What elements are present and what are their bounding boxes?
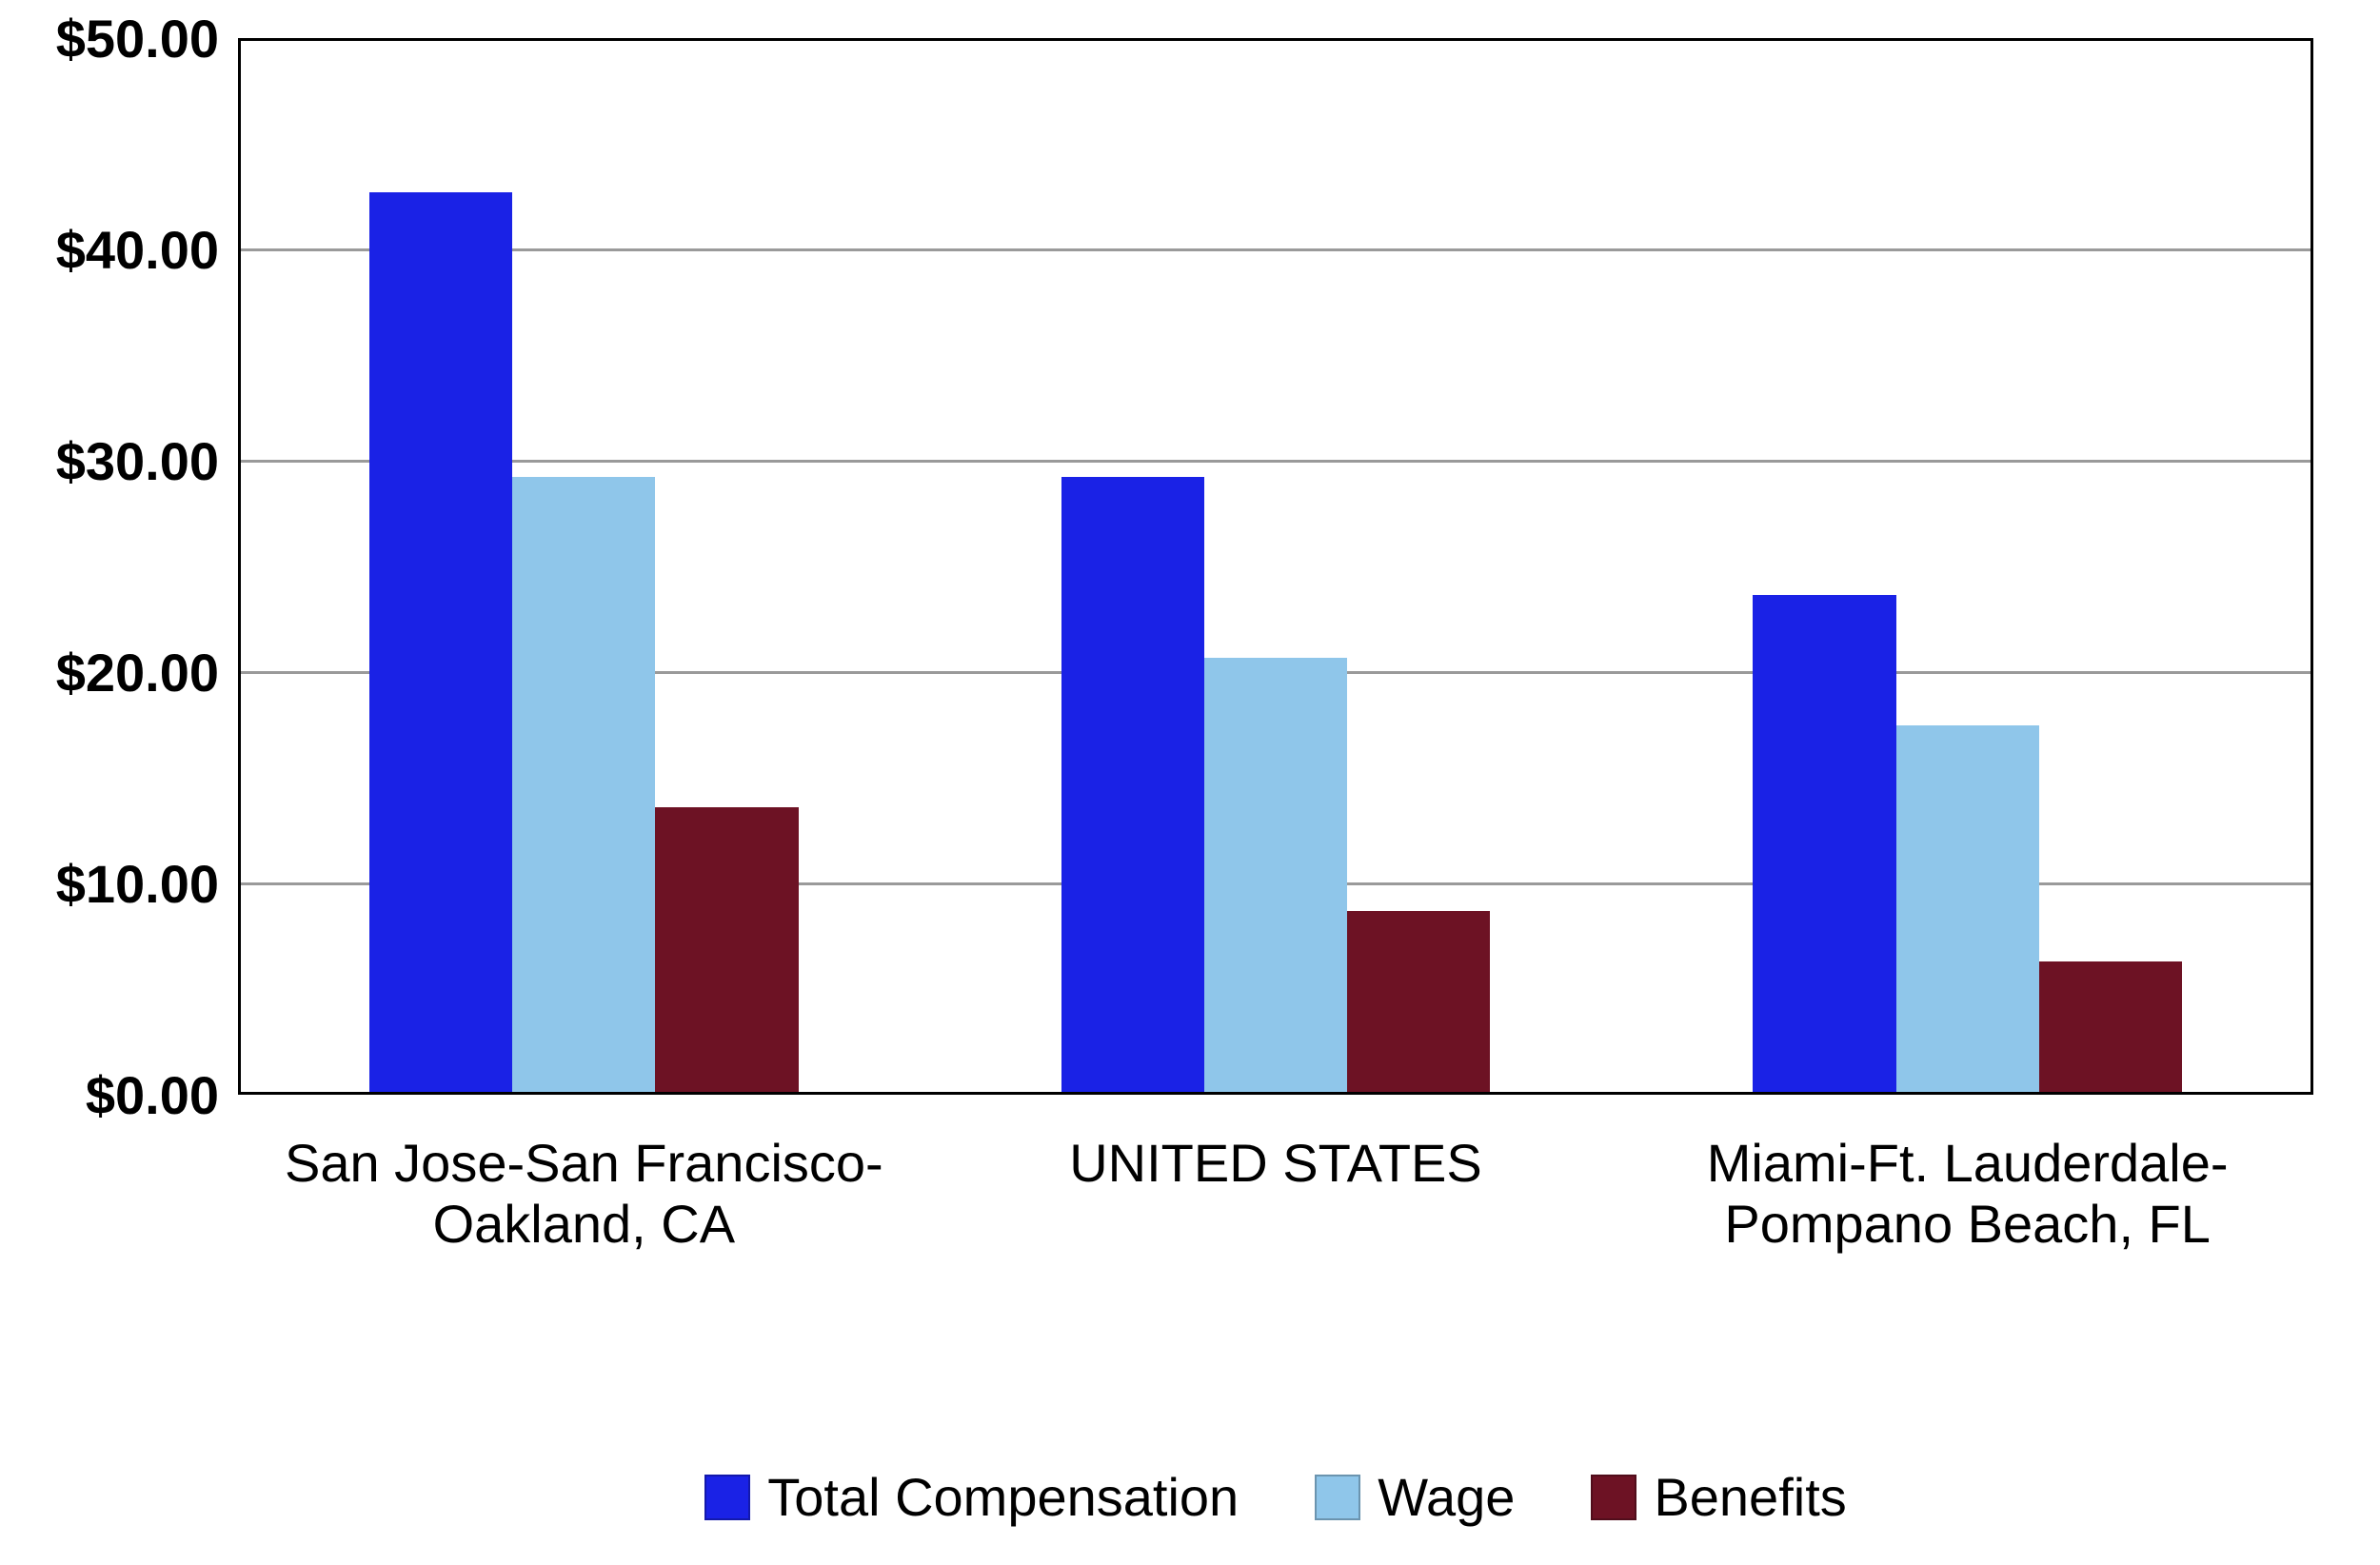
x-tick-label: San Jose-San Francisco-Oakland, CA: [238, 1133, 930, 1256]
legend-label: Total Compensation: [767, 1466, 1239, 1528]
bar: [1204, 658, 1347, 1092]
bar: [1753, 595, 1895, 1093]
x-tick-label: UNITED STATES: [930, 1133, 1622, 1194]
bar: [512, 477, 655, 1092]
y-tick-label: $0.00: [10, 1064, 219, 1126]
axis-line: [238, 1092, 2313, 1095]
legend-item: Wage: [1315, 1466, 1515, 1528]
y-tick-label: $10.00: [10, 853, 219, 915]
bar: [655, 807, 798, 1092]
legend-label: Wage: [1378, 1466, 1515, 1528]
bar: [369, 192, 512, 1092]
legend-item: Total Compensation: [704, 1466, 1239, 1528]
legend: Total Compensation Wage Benefits: [238, 1466, 2313, 1528]
y-tick-label: $30.00: [10, 430, 219, 492]
bar: [2039, 961, 2182, 1092]
legend-label: Benefits: [1654, 1466, 1846, 1528]
legend-swatch: [704, 1475, 750, 1520]
plot-area: [238, 38, 2313, 1095]
y-tick-label: $40.00: [10, 219, 219, 281]
legend-item: Benefits: [1591, 1466, 1846, 1528]
bar: [1896, 725, 2039, 1092]
bar: [1061, 477, 1204, 1092]
compensation-bar-chart: $0.00 $10.00 $20.00 $30.00 $40.00 $50.00 San …: [0, 0, 2380, 1565]
axis-line: [238, 38, 2313, 41]
legend-swatch: [1315, 1475, 1360, 1520]
bar: [1347, 911, 1490, 1092]
y-tick-label: $20.00: [10, 642, 219, 703]
legend-swatch: [1591, 1475, 1636, 1520]
gridline: [241, 248, 2311, 251]
axis-line: [2311, 38, 2313, 1095]
x-tick-label: Miami-Ft. Lauderdale-Pompano Beach, FL: [1621, 1133, 2313, 1256]
axis-line: [238, 38, 241, 1095]
y-tick-label: $50.00: [10, 8, 219, 69]
gridline: [241, 460, 2311, 463]
